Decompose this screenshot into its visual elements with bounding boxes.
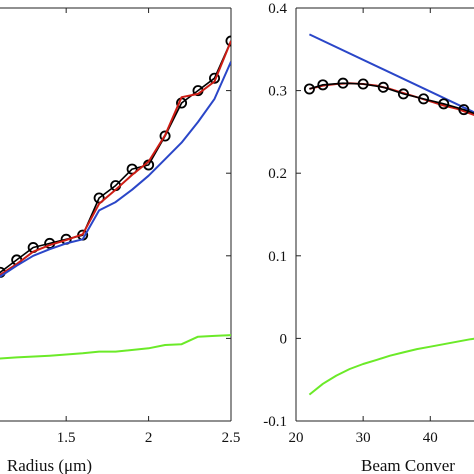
x-axis-label: Radius (μm) [7,456,92,474]
data-point [418,93,430,105]
data-point [225,35,231,47]
left-panel: 1.5 2 2.5 Radius (μm) [0,7,241,474]
data-point [209,72,221,84]
x-axis-label: Beam Conver [361,456,455,474]
y-tick-label: 0.1 [268,249,287,265]
x-tick-label: 1.5 [57,430,76,446]
series-line-3 [0,334,231,360]
y-tick-label: 0.4 [268,1,287,17]
series-line-2 [309,82,474,115]
y-tick-label: -0.1 [263,414,287,430]
data-point [377,81,389,93]
axes-frame [295,7,474,422]
plot-area [0,35,231,360]
x-tick-label: 30 [356,430,371,446]
series-line-3 [308,337,474,396]
data-point [303,83,315,95]
data-point [397,88,409,100]
y-tick-label: 0.2 [268,166,287,182]
x-tick-label: 40 [423,430,438,446]
data-point [317,79,329,91]
plot-area [303,33,474,396]
right-panel: 20 30 40 -0.1 0 0.1 0.2 0.3 0.4 Beam Conver [263,1,474,474]
data-point [357,78,369,90]
x-tick-label: 2.5 [222,430,241,446]
x-tick-label: 20 [289,430,304,446]
data-point [159,130,171,142]
series-line-1 [0,40,231,277]
data-point [458,104,470,116]
x-tick-label: 2 [145,430,153,446]
axes-frame [0,7,232,422]
y-tick-label: 0.3 [268,84,287,100]
series-line-0 [308,33,474,114]
series-line-0 [0,40,231,274]
data-point [337,77,349,89]
y-tick-label: 0 [280,331,288,347]
series-line-2 [0,61,231,278]
data-point [438,98,450,110]
